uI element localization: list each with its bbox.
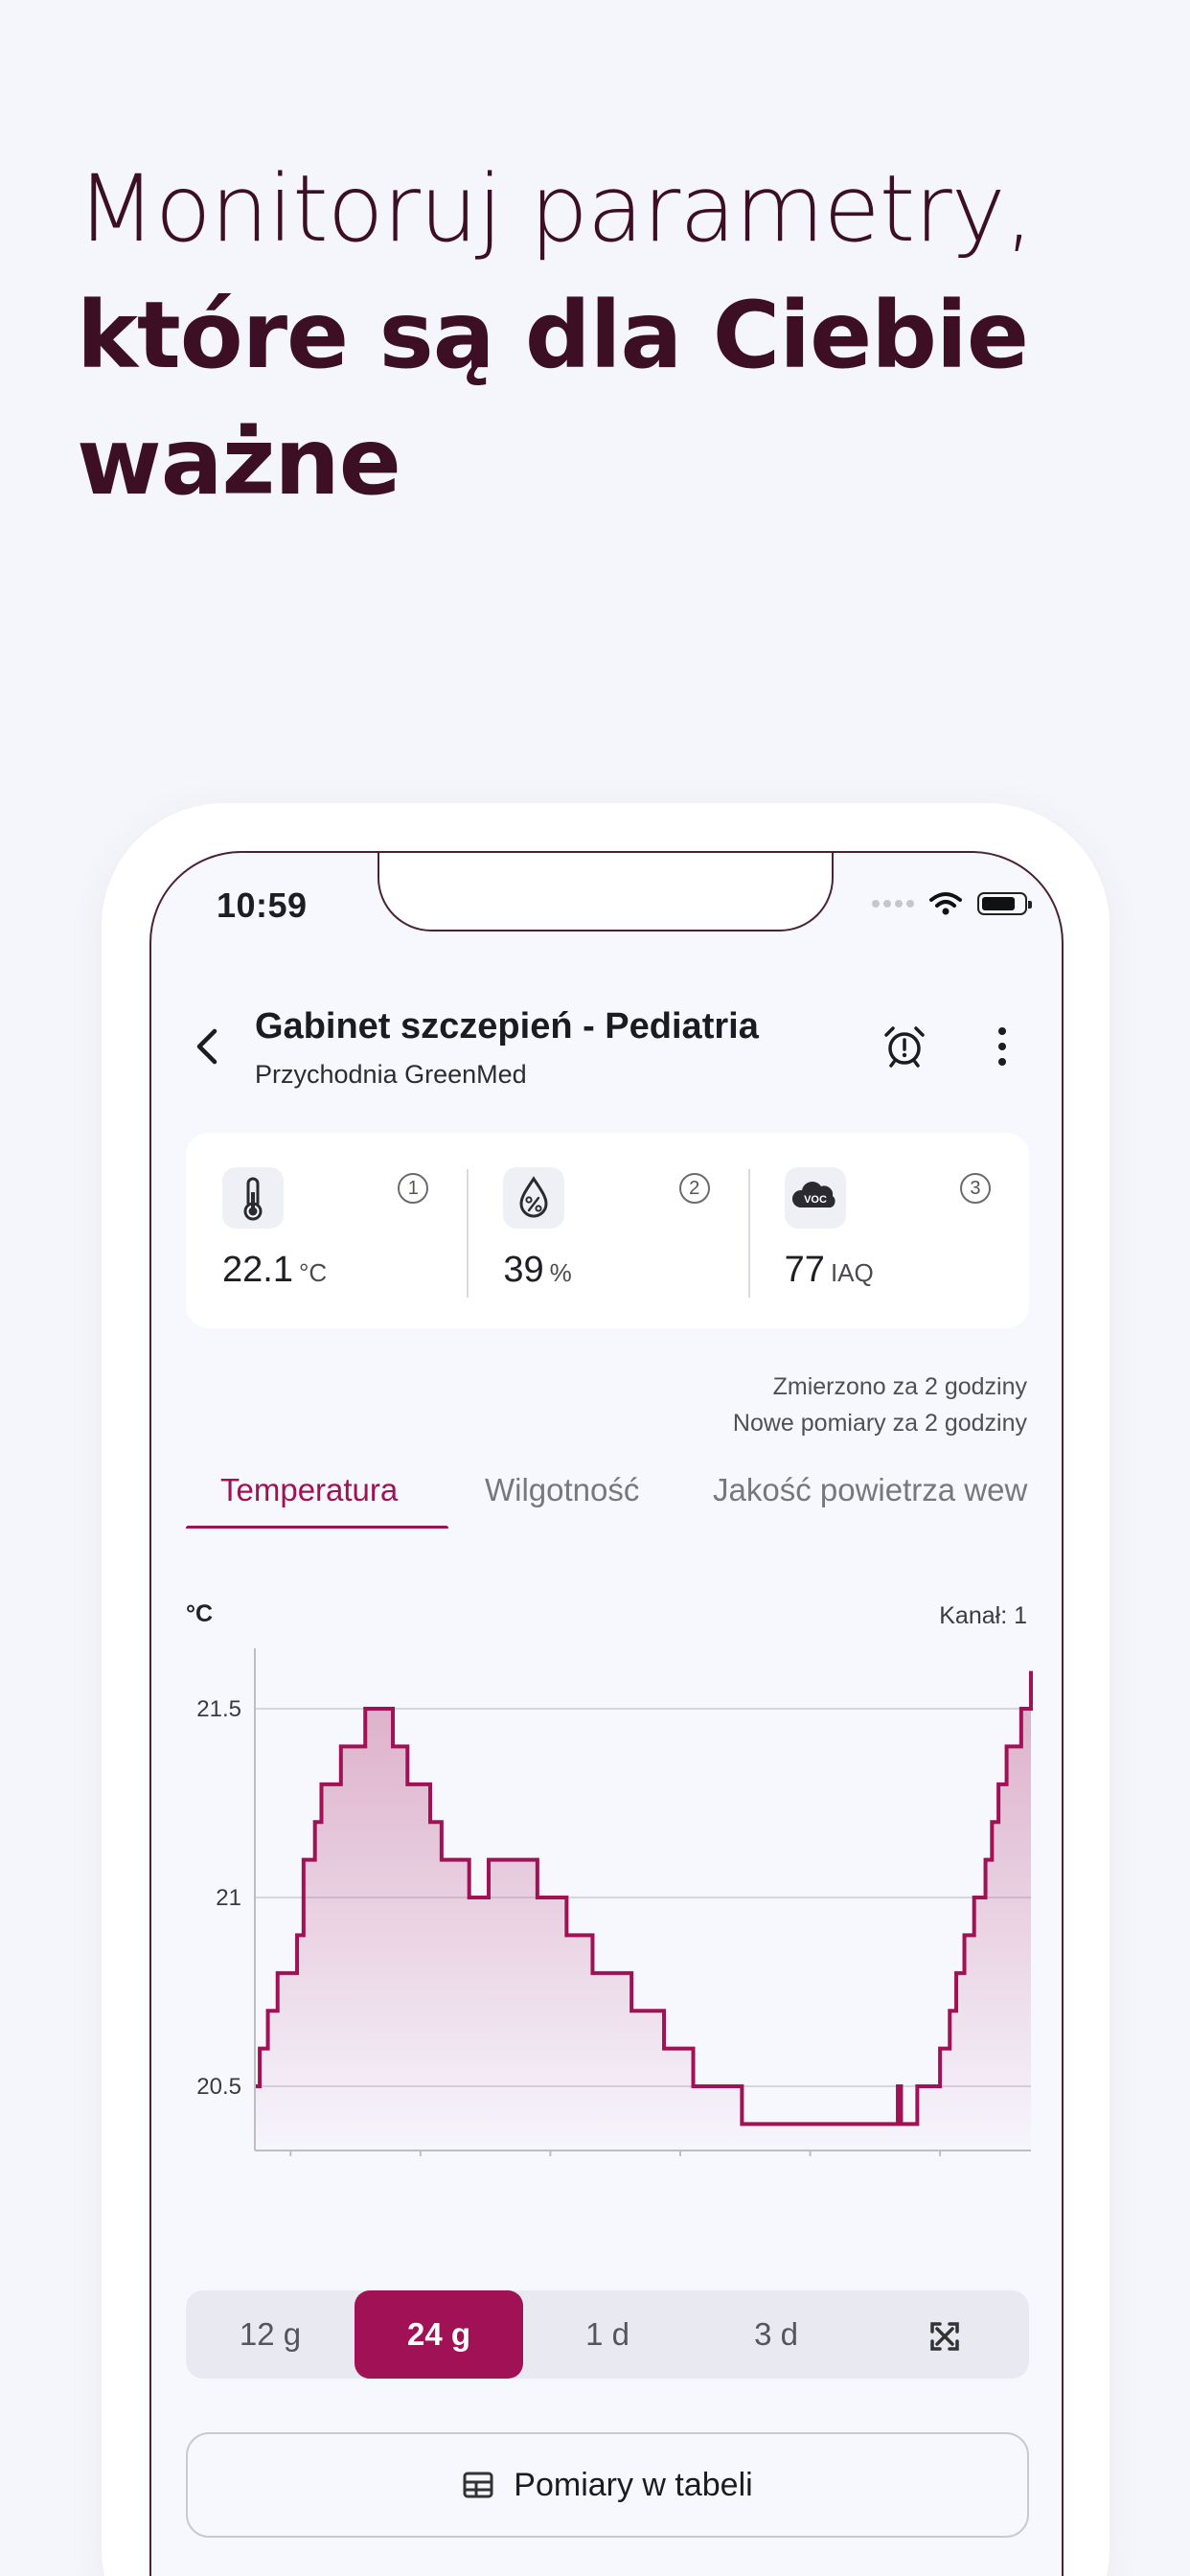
channel-badge: 1: [398, 1173, 429, 1204]
sensor-unit: °C: [298, 1258, 328, 1287]
active-tab-indicator: [186, 1526, 448, 1529]
sensor-unit: %: [549, 1258, 572, 1287]
voc-icon: VOC: [784, 1167, 846, 1229]
status-icons: [872, 891, 1032, 916]
humidity-icon: [503, 1167, 565, 1229]
range-24h[interactable]: 24 g: [355, 2290, 523, 2379]
tab-air-quality[interactable]: Jakość powietrza wew: [713, 1472, 1028, 1507]
sensor-value: 77 IAQ: [785, 1250, 874, 1291]
sensor-card-temperature[interactable]: 1 22.1 °C: [186, 1133, 467, 1328]
next-measurement-text: Nowe pomiary za 2 godziny: [732, 1410, 1027, 1437]
app-header: Gabinet szczepień - Pediatria Przychodni…: [151, 997, 1062, 1092]
more-vertical-icon[interactable]: [995, 1024, 1010, 1070]
wifi-icon: [929, 892, 962, 915]
cellular-signal-icon: [872, 900, 914, 908]
status-time: 10:59: [217, 886, 308, 925]
table-icon: [463, 2472, 493, 2498]
chart-series-line: [255, 1670, 1033, 2127]
range-1d[interactable]: 1 d: [585, 2316, 629, 2352]
parameter-tabs: Temperatura Wilgotność Jakość powietrza …: [186, 1457, 1029, 1530]
channel-label: Kanał: 1: [939, 1602, 1027, 1629]
headline: Monitoruj parametry, które są dla Ciebie…: [77, 146, 1131, 525]
y-tick-label: 21.5: [196, 1696, 241, 1722]
battery-icon: [977, 892, 1032, 915]
sensor-cards: 1 22.1 °C 2 39% VOC 3: [186, 1133, 1029, 1328]
sensor-card-voc[interactable]: VOC 3 77 IAQ: [747, 1133, 1029, 1328]
time-range-selector: 12 g 24 g 1 d 3 d: [186, 2290, 1029, 2379]
voc-icon-text: VOC: [804, 1194, 827, 1206]
headline-line-1: Monitoruj parametry,: [77, 155, 1034, 263]
headline-line-3: ważne: [77, 408, 401, 516]
page-title: Gabinet szczepień - Pediatria: [255, 1006, 759, 1046]
alarm-clock-icon[interactable]: [881, 1024, 927, 1070]
sensor-unit: IAQ: [830, 1258, 874, 1287]
phone-screen: 10:59 Gabinet szczepień - Pediatria Przy…: [149, 851, 1064, 2576]
tab-temperature[interactable]: Temperatura: [220, 1472, 399, 1507]
tab-humidity[interactable]: Wilgotność: [485, 1472, 640, 1507]
expand-icon: [930, 2322, 959, 2352]
sensor-value-number: 77: [784, 1250, 825, 1290]
range-12h[interactable]: 12 g: [239, 2316, 302, 2352]
chart-area-fill: [255, 1670, 1031, 2150]
sensor-card-humidity[interactable]: 2 39%: [467, 1133, 747, 1328]
back-arrow-icon[interactable]: [190, 1025, 224, 1068]
measured-at-text: Zmierzono za 2 godziny: [772, 1373, 1027, 1400]
range-3d[interactable]: 3 d: [754, 2316, 798, 2352]
page-subtitle: Przychodnia GreenMed: [255, 1060, 527, 1089]
channel-badge: 3: [959, 1173, 991, 1204]
phone-notch: [378, 853, 834, 932]
thermometer-icon: [222, 1167, 284, 1229]
y-tick-label: 21: [216, 1885, 241, 1911]
measurements-table-button[interactable]: Pomiary w tabeli: [186, 2432, 1029, 2538]
channel-badge: 2: [678, 1173, 710, 1204]
chart-unit-label: °C: [186, 1600, 214, 1627]
measurement-info: Zmierzono za 2 godziny Nowe pomiary za 2…: [733, 1368, 1027, 1441]
sensor-value-number: 22.1: [222, 1250, 293, 1290]
sensor-value: 39%: [503, 1250, 571, 1291]
sensor-value: 22.1 °C: [222, 1250, 327, 1291]
headline-line-2: które są dla Ciebie: [77, 282, 1029, 389]
measurements-table-label: Pomiary w tabeli: [514, 2466, 753, 2503]
sensor-value-number: 39: [503, 1250, 544, 1290]
fullscreen-button[interactable]: [860, 2290, 1029, 2379]
y-tick-label: 20.5: [196, 2074, 241, 2100]
